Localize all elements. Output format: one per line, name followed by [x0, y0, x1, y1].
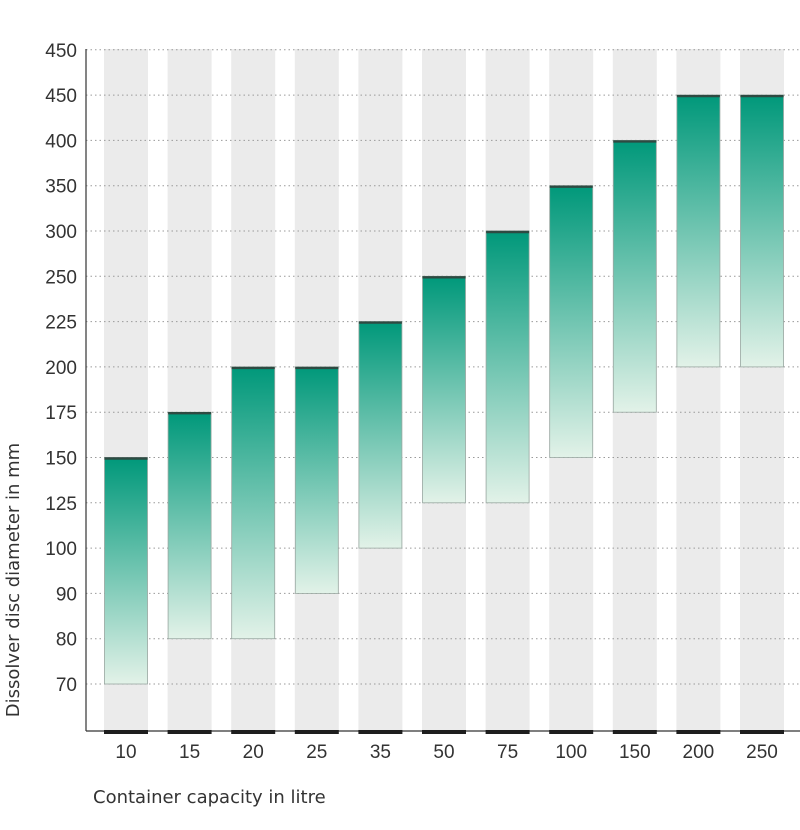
x-base-mark	[231, 730, 276, 734]
x-tick-label: 50	[433, 742, 454, 763]
x-axis-label: Container capacity in litre	[93, 787, 326, 808]
x-tick-label: 75	[497, 742, 518, 763]
bar	[358, 321, 403, 549]
x-base-mark	[358, 730, 403, 734]
y-tick-label: 150	[45, 449, 77, 470]
x-tick-label: 250	[746, 742, 778, 763]
y-tick-label: 350	[45, 177, 77, 198]
x-tick-label: 100	[555, 742, 587, 763]
y-tick-label: 70	[56, 675, 77, 696]
bar	[422, 275, 466, 504]
y-tick-label: 200	[45, 358, 77, 379]
bar	[231, 366, 276, 640]
y-tick-label: 175	[45, 403, 77, 424]
y-tick-label: 250	[45, 267, 77, 288]
y-tick-label: 400	[45, 131, 77, 152]
bar	[676, 94, 721, 368]
x-base-mark	[549, 730, 594, 734]
bar	[104, 457, 148, 685]
bars	[104, 94, 784, 685]
y-tick-label: 450	[45, 41, 77, 62]
bar	[612, 139, 657, 413]
x-base-mark	[485, 730, 530, 734]
bar	[167, 411, 212, 640]
bar	[740, 94, 784, 368]
y-tick-label: 80	[56, 630, 77, 651]
x-tick-label: 20	[243, 742, 264, 763]
y-tick-label: 450	[45, 86, 77, 107]
y-axis-label: Dissolver disc diameter in mm	[3, 443, 24, 717]
x-tick-labels: 10 15 20 25 35 50 75 100 150 200 250	[115, 742, 777, 763]
x-base-mark	[676, 730, 721, 734]
axes	[85, 49, 800, 734]
y-tick-label: 125	[45, 494, 77, 515]
y-tick-labels: 70 80 90 100 125 150 175 200 225 250 300 350 400 450 4…	[45, 41, 77, 696]
x-tick-label: 150	[619, 742, 651, 763]
x-base-mark	[422, 730, 466, 734]
x-base-mark	[104, 730, 148, 734]
x-tick-label: 10	[115, 742, 136, 763]
y-tick-label: 300	[45, 222, 77, 243]
y-tick-label: 90	[56, 584, 77, 605]
x-base-mark	[740, 730, 784, 734]
bar	[549, 185, 594, 458]
y-tick-label: 100	[45, 539, 77, 560]
x-tick-label: 15	[179, 742, 200, 763]
y-tick-label: 225	[45, 313, 77, 334]
x-base-mark	[167, 730, 212, 734]
x-tick-label: 200	[683, 742, 715, 763]
x-base-mark	[294, 730, 339, 734]
bar	[485, 230, 530, 504]
x-tick-label: 25	[306, 742, 327, 763]
x-base-mark	[612, 730, 657, 734]
bar	[294, 366, 339, 594]
x-tick-label: 35	[370, 742, 391, 763]
